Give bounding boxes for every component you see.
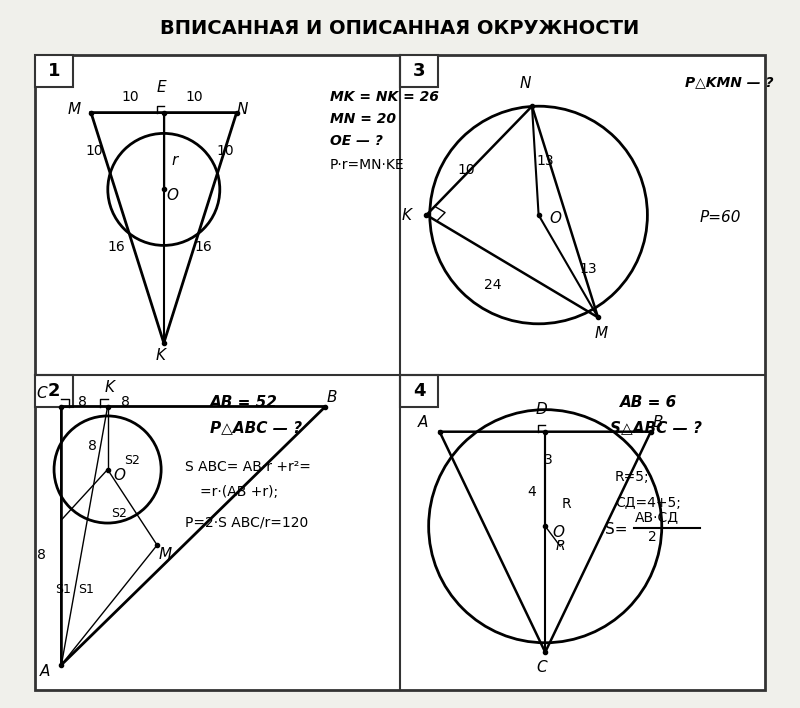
Text: AB = 6: AB = 6 [620, 395, 678, 410]
Text: P=60: P=60 [700, 210, 742, 225]
Text: P=2·S ABC/r=120: P=2·S ABC/r=120 [185, 515, 308, 529]
Text: 2: 2 [648, 530, 657, 544]
Text: D: D [536, 402, 548, 417]
Text: СД=4+5;: СД=4+5; [615, 496, 681, 510]
Text: S=: S= [605, 522, 632, 537]
Text: B: B [326, 389, 338, 404]
Text: 10: 10 [122, 90, 139, 103]
Text: P△ABC — ?: P△ABC — ? [210, 420, 302, 435]
Bar [400, 55, 438, 87]
Bar [400, 375, 438, 407]
Bar [35, 375, 73, 407]
Text: 8: 8 [88, 439, 97, 453]
Text: R: R [562, 497, 571, 511]
Text: O: O [166, 188, 178, 203]
Text: P·r=MN·KE: P·r=MN·KE [330, 158, 405, 172]
Text: S ABC= AB·r +r²=: S ABC= AB·r +r²= [185, 460, 311, 474]
Text: M: M [594, 326, 608, 341]
Text: M: M [158, 547, 172, 562]
Text: 10: 10 [85, 144, 102, 158]
Text: 1: 1 [48, 62, 60, 80]
Text: 13: 13 [536, 154, 554, 168]
Text: AB·СД: AB·СД [635, 510, 679, 524]
Bar [35, 55, 765, 690]
Text: S1: S1 [55, 583, 71, 595]
Text: MK = NK = 26: MK = NK = 26 [330, 90, 439, 104]
Text: S2: S2 [111, 507, 127, 520]
Text: A: A [40, 663, 50, 678]
Text: 8: 8 [78, 395, 87, 409]
Text: C: C [36, 387, 47, 401]
Text: 10: 10 [186, 90, 203, 103]
Text: K: K [156, 348, 166, 363]
Text: E: E [156, 79, 166, 94]
Text: O: O [552, 525, 565, 540]
Text: S1: S1 [78, 583, 94, 595]
Text: K: K [402, 207, 412, 222]
Text: OE — ?: OE — ? [330, 134, 383, 148]
Text: 13: 13 [579, 263, 597, 276]
Text: 2: 2 [48, 382, 60, 400]
Text: 8: 8 [37, 547, 46, 561]
Text: R=5;: R=5; [615, 470, 650, 484]
Text: 3: 3 [413, 62, 426, 80]
Text: MN = 20: MN = 20 [330, 112, 396, 126]
Text: 4: 4 [528, 484, 536, 498]
Text: =r·(AB +r);: =r·(AB +r); [200, 485, 278, 499]
Text: 10: 10 [457, 164, 475, 177]
Text: 10: 10 [217, 144, 234, 158]
Text: N: N [520, 76, 531, 91]
Text: 8: 8 [122, 395, 130, 409]
Text: S2: S2 [125, 454, 140, 467]
Text: r: r [172, 153, 178, 168]
Text: 16: 16 [194, 240, 212, 254]
Text: N: N [237, 102, 248, 117]
Text: O: O [113, 468, 125, 484]
Text: B: B [652, 415, 662, 430]
Text: M: M [68, 102, 81, 117]
Text: K: K [104, 380, 114, 395]
Text: R: R [555, 539, 565, 553]
Text: 24: 24 [484, 278, 501, 292]
Text: AB = 52: AB = 52 [210, 395, 278, 410]
Text: A: A [418, 415, 428, 430]
Text: 16: 16 [107, 240, 125, 254]
Text: C: C [537, 661, 547, 675]
Text: O: O [549, 211, 561, 226]
Text: ВПИСАННАЯ И ОПИСАННАЯ ОКРУЖНОСТИ: ВПИСАННАЯ И ОПИСАННАЯ ОКРУЖНОСТИ [160, 18, 640, 38]
Text: 3: 3 [544, 453, 553, 467]
Text: S△ABC — ?: S△ABC — ? [610, 420, 702, 435]
Bar [35, 55, 73, 87]
Text: 4: 4 [413, 382, 426, 400]
Text: P△KMN — ?: P△KMN — ? [685, 75, 774, 89]
